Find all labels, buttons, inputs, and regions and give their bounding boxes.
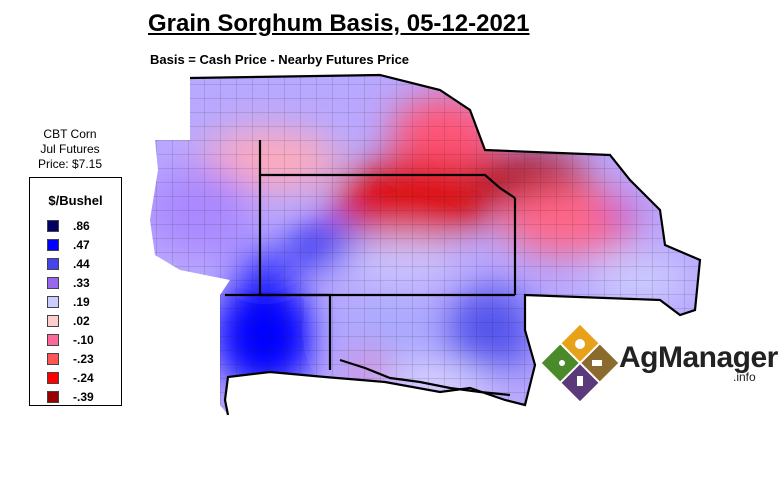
legend-item: -.23 (30, 349, 121, 368)
futures-info: CBT Corn Jul Futures Price: $7.15 (20, 127, 120, 172)
legend-item: .44 (30, 254, 121, 273)
legend-swatch (47, 314, 59, 327)
agmanager-logo-icon (541, 324, 619, 402)
legend-swatch (47, 295, 59, 308)
map-title: Grain Sorghum Basis, 05-12-2021 (148, 10, 530, 37)
state-border-outline (189, 73, 702, 415)
futures-line-1: CBT Corn (43, 127, 97, 141)
futures-line-2: Jul Futures (40, 142, 100, 156)
legend-swatch (47, 219, 59, 232)
legend-label: .33 (73, 275, 90, 290)
state-border-north (258, 140, 516, 199)
legend-label: .19 (73, 294, 90, 309)
legend-item: -.10 (30, 330, 121, 349)
legend-item: .02 (30, 311, 121, 330)
logo-suffix: .info (733, 370, 756, 384)
state-border-river (339, 358, 511, 397)
logo-name: AgManager (619, 341, 778, 374)
state-border-panhandle (225, 293, 332, 370)
legend-item: .47 (30, 235, 121, 254)
state-borders (189, 73, 702, 415)
legend-label: -.24 (73, 370, 94, 385)
legend-label: .86 (73, 218, 90, 233)
legend-item: .33 (30, 273, 121, 292)
futures-price: Price: $7.15 (37, 157, 103, 171)
legend-swatch (47, 390, 59, 403)
legend-item: -.39 (30, 387, 121, 406)
legend-swatch (47, 257, 59, 270)
legend-swatch (47, 238, 59, 251)
legend-label: -.23 (73, 351, 94, 366)
legend-item: .86 (30, 216, 121, 235)
map-subtitle: Basis = Cash Price - Nearby Futures Pric… (150, 52, 410, 67)
legend-label: .47 (73, 237, 90, 252)
legend-label: .02 (73, 313, 90, 328)
legend-swatch (47, 276, 59, 289)
legend-label: -.39 (73, 389, 94, 404)
legend-item: -.24 (30, 368, 121, 387)
legend: $/Bushel .86 .47 .44 .33 .19 .02 -.10 -.23 -.24 -… (29, 177, 122, 406)
legend-item: .19 (30, 292, 121, 311)
legend-title: $/Bushel (48, 193, 103, 208)
legend-swatch (47, 371, 59, 384)
legend-label: -.10 (73, 332, 94, 347)
legend-swatch (47, 333, 59, 346)
legend-label: .44 (73, 256, 90, 271)
legend-swatch (47, 352, 59, 365)
